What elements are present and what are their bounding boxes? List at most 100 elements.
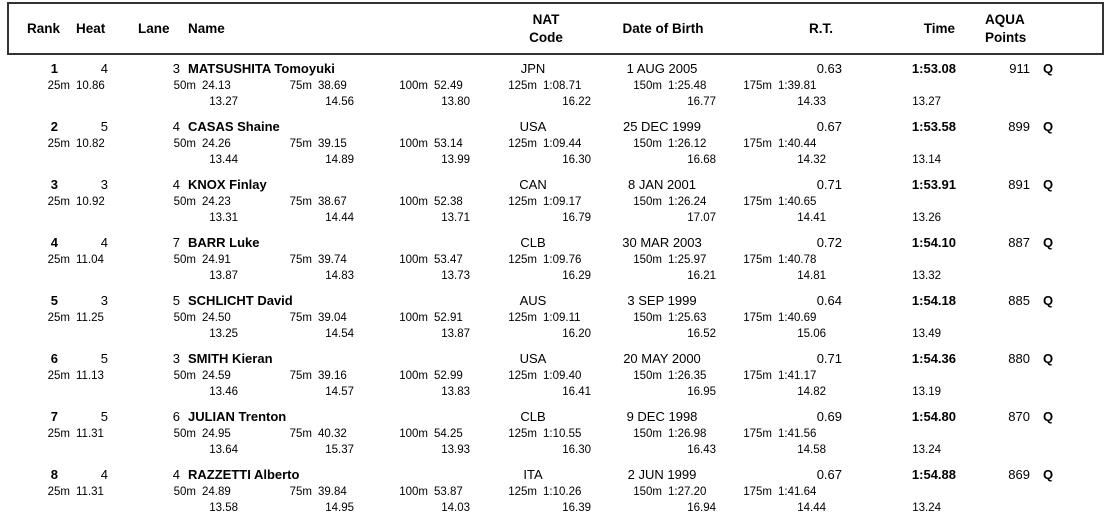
date-of-birth-value: 3 SEP 1999 — [627, 293, 697, 308]
rank-value: 2 — [50, 119, 58, 134]
split-time-125m: 1:09.76 — [543, 254, 582, 266]
lap-diff-175m: 14.58 — [797, 444, 826, 456]
lane-value: 3 — [172, 61, 180, 76]
column-header-rank: Rank — [27, 20, 61, 36]
split-time-125m: 1:10.26 — [543, 486, 582, 498]
split-time-25m: 11.31 — [76, 486, 104, 498]
result-row: 1 4 3 MATSUSHITA Tomoyuki JPN 1 AUG 2005… — [0, 58, 1111, 116]
split-time-175m: 1:40.44 — [778, 138, 817, 150]
split-label-50m: 50m — [173, 486, 196, 498]
athlete-name: RAZZETTI Alberto — [188, 467, 300, 482]
qualified-flag: Q — [1043, 293, 1054, 308]
heat-value: 5 — [100, 409, 108, 424]
column-header-lane: Lane — [138, 20, 170, 36]
split-time-50m: 24.50 — [202, 312, 231, 324]
result-row: 5 3 5 SCHLICHT David AUS 3 SEP 1999 0.64… — [0, 290, 1111, 348]
lane-value: 5 — [172, 293, 180, 308]
split-time-100m: 52.49 — [434, 80, 463, 92]
split-time-100m: 54.25 — [434, 428, 463, 440]
split-label-25m: 25m — [47, 312, 70, 324]
split-label-175m: 175m — [743, 138, 772, 150]
column-header-reaction-time: R.T. — [808, 20, 833, 36]
lap-diff-150m: 16.68 — [687, 154, 716, 166]
athlete-name: SMITH Kieran — [188, 351, 273, 366]
split-time-50m: 24.26 — [202, 138, 231, 150]
split-time-175m: 1:41.17 — [778, 370, 817, 382]
split-label-50m: 50m — [173, 370, 196, 382]
athlete-name: SCHLICHT David — [188, 293, 293, 308]
lap-diff-100m: 13.83 — [441, 386, 470, 398]
split-label-75m: 75m — [289, 312, 312, 324]
column-header-time: Time — [923, 20, 955, 36]
reaction-time-value: 0.67 — [816, 119, 842, 134]
split-time-175m: 1:40.69 — [778, 312, 817, 324]
result-row: 7 5 6 JULIAN Trenton CLB 9 DEC 1998 0.69… — [0, 406, 1111, 464]
split-time-50m: 24.13 — [202, 80, 231, 92]
aqua-points-value: 870 — [1008, 409, 1030, 424]
split-time-125m: 1:09.44 — [543, 138, 582, 150]
lane-value: 6 — [172, 409, 180, 424]
split-time-75m: 40.32 — [318, 428, 347, 440]
lap-diff-75m: 14.54 — [325, 328, 354, 340]
lap-diff-150m: 16.43 — [687, 444, 716, 456]
lane-value: 4 — [172, 177, 180, 192]
final-time-value: 1:53.58 — [911, 119, 956, 134]
result-row: 4 4 7 BARR Luke CLB 30 MAR 2003 0.72 1:5… — [0, 232, 1111, 290]
split-time-75m: 39.15 — [318, 138, 347, 150]
aqua-points-value: 899 — [1008, 119, 1030, 134]
rank-value: 1 — [50, 61, 58, 76]
split-label-175m: 175m — [743, 486, 772, 498]
lap-diff-100m: 13.71 — [441, 212, 470, 224]
split-label-175m: 175m — [743, 428, 772, 440]
lap-diff-50m: 13.58 — [209, 502, 238, 514]
split-label-75m: 75m — [289, 486, 312, 498]
lap-diff-50m: 13.87 — [209, 270, 238, 282]
rank-value: 5 — [50, 293, 58, 308]
split-time-100m: 52.38 — [434, 196, 463, 208]
lane-value: 3 — [172, 351, 180, 366]
aqua-points-value: 885 — [1008, 293, 1030, 308]
split-time-25m: 11.25 — [76, 312, 104, 324]
split-label-175m: 175m — [743, 80, 772, 92]
lap-diff-125m: 16.79 — [562, 212, 591, 224]
split-label-25m: 25m — [47, 80, 70, 92]
split-label-50m: 50m — [173, 196, 196, 208]
split-label-75m: 75m — [289, 370, 312, 382]
split-time-25m: 10.92 — [76, 196, 105, 208]
lap-diff-75m: 14.89 — [325, 154, 354, 166]
split-time-75m: 38.67 — [318, 196, 347, 208]
nat-code-value: USA — [519, 351, 547, 366]
split-label-175m: 175m — [743, 370, 772, 382]
split-label-25m: 25m — [47, 428, 70, 440]
split-label-25m: 25m — [47, 486, 70, 498]
lap-diff-200m: 13.14 — [912, 154, 941, 166]
split-time-125m: 1:09.17 — [543, 196, 582, 208]
split-label-25m: 25m — [47, 370, 70, 382]
split-time-100m: 52.99 — [434, 370, 463, 382]
rank-value: 4 — [50, 235, 58, 250]
rank-value: 7 — [50, 409, 58, 424]
lap-diff-150m: 17.07 — [687, 212, 716, 224]
lap-diff-150m: 16.94 — [687, 502, 716, 514]
lap-diff-100m: 13.87 — [441, 328, 470, 340]
athlete-name: CASAS Shaine — [188, 119, 280, 134]
split-label-50m: 50m — [173, 80, 196, 92]
qualified-flag: Q — [1043, 409, 1054, 424]
split-time-25m: 11.31 — [76, 428, 104, 440]
lane-value: 4 — [172, 467, 180, 482]
split-label-75m: 75m — [289, 428, 312, 440]
lap-diff-175m: 14.41 — [797, 212, 826, 224]
column-header-nat-code: NAT Code — [529, 11, 563, 45]
athlete-name: MATSUSHITA Tomoyuki — [188, 61, 335, 76]
heat-value: 4 — [100, 235, 108, 250]
split-label-100m: 100m — [399, 312, 428, 324]
heat-value: 5 — [100, 351, 108, 366]
split-label-175m: 175m — [743, 254, 772, 266]
split-label-125m: 125m — [508, 138, 537, 150]
result-row: 6 5 3 SMITH Kieran USA 20 MAY 2000 0.71 … — [0, 348, 1111, 406]
split-time-50m: 24.59 — [202, 370, 231, 382]
reaction-time-value: 0.64 — [816, 293, 842, 308]
date-of-birth-value: 20 MAY 2000 — [623, 351, 701, 366]
split-label-25m: 25m — [47, 254, 70, 266]
split-label-150m: 150m — [633, 196, 662, 208]
